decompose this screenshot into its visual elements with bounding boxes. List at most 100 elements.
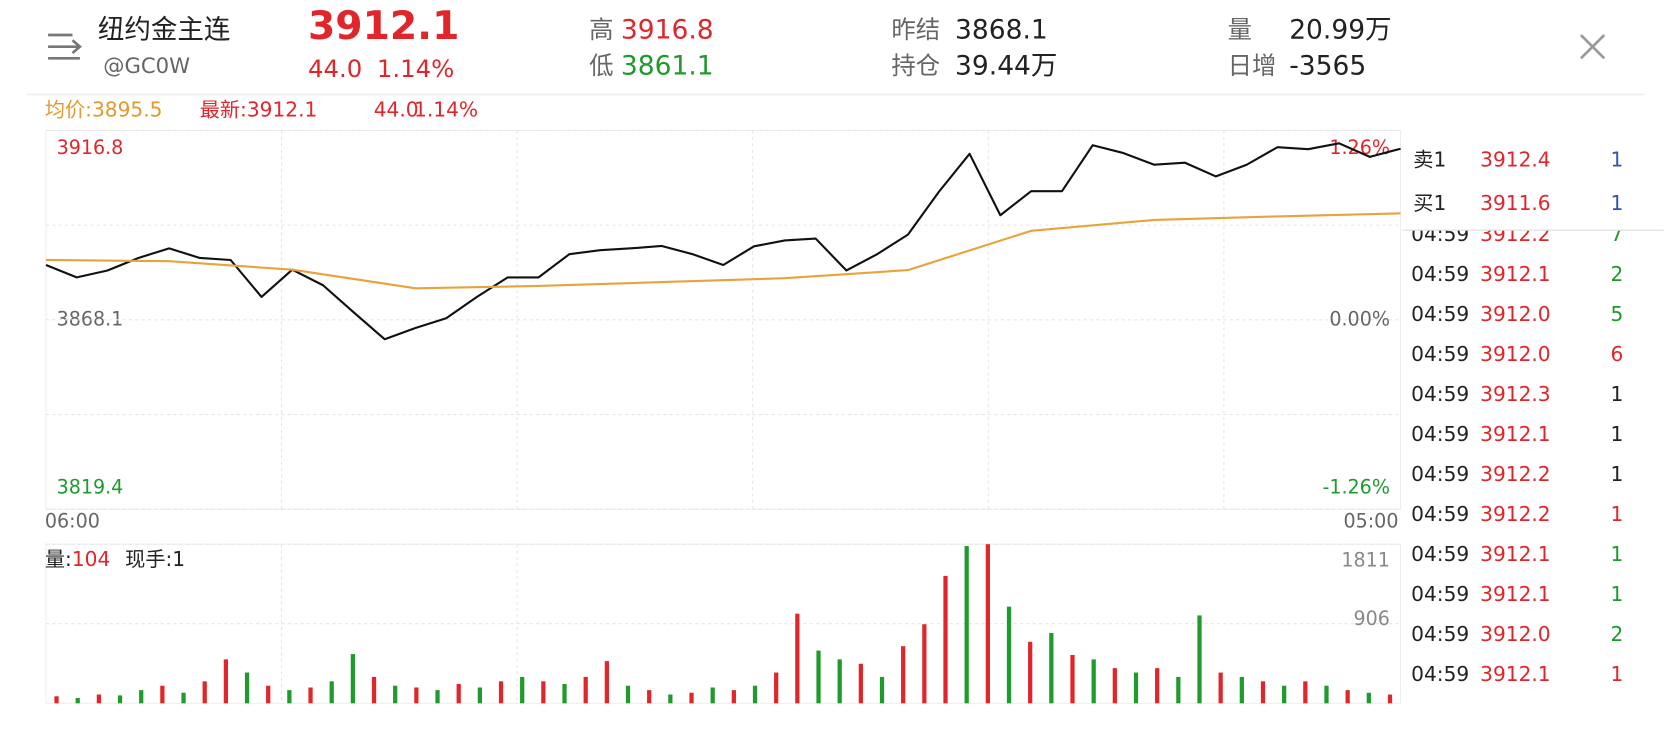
trade-price: 3912.0 [1480, 622, 1550, 646]
volume-bar [964, 546, 969, 704]
volume-bar [266, 685, 271, 704]
volume-bar [816, 650, 821, 704]
open-interest-label: 持仓 [891, 51, 940, 80]
volume-bar [1218, 672, 1223, 704]
volume-bar [668, 694, 673, 704]
oi-change-value: -3565 [1289, 50, 1366, 81]
avg-value: 3895.5 [92, 97, 162, 121]
trade-price: 3912.2 [1480, 502, 1550, 526]
volume-bar [1197, 615, 1202, 704]
trade-volume: 1 [1611, 462, 1624, 486]
volume-bar [393, 685, 398, 704]
close-button[interactable] [1579, 34, 1606, 60]
order-book-panel [1402, 135, 1664, 231]
trade-price: 3912.1 [1480, 262, 1550, 286]
y-tick-label: 3868.1 [57, 307, 124, 330]
volume-bar [96, 694, 101, 704]
trade-volume: 1 [1611, 422, 1624, 446]
last-price: 3912.1 [308, 4, 459, 49]
trade-price: 3912.1 [1480, 422, 1550, 446]
volume-bar [244, 672, 250, 704]
volume-bar [1006, 606, 1012, 704]
volume-bar [562, 683, 567, 704]
trade-time: 04:59 [1411, 302, 1469, 326]
instrument-name: 纽约金主连 [98, 14, 231, 45]
open-interest-value: 39.44万 [955, 50, 1057, 81]
trade-time: 04:59 [1411, 342, 1469, 366]
trade-volume: 1 [1611, 582, 1624, 606]
volume-bar [837, 659, 842, 704]
volume-bar [1091, 659, 1096, 704]
trade-time: 04:59 [1411, 542, 1469, 566]
volume-bar [625, 685, 631, 704]
menu-button[interactable] [48, 33, 82, 60]
volume-bar [223, 659, 228, 704]
trade-price: 3912.0 [1480, 302, 1550, 326]
order-volume: 1 [1611, 191, 1624, 215]
volume-bar [858, 663, 863, 704]
volume-bar [1155, 668, 1160, 704]
volume-bar [1112, 668, 1117, 704]
volume-bar [202, 681, 207, 704]
volume-bar [54, 696, 59, 704]
trade-volume: 1 [1611, 502, 1624, 526]
trade-time: 04:59 [1411, 422, 1469, 446]
y2-tick-label: -1.26% [1322, 475, 1390, 498]
volume-label: 量 [1228, 15, 1252, 44]
trade-volume: 1 [1611, 382, 1624, 406]
volume-bar [139, 690, 144, 704]
trade-price: 3912.1 [1480, 662, 1550, 686]
volume-bar [752, 685, 758, 704]
volume-bar [435, 690, 440, 704]
volume-bar [1282, 685, 1287, 704]
volume-bar [308, 687, 313, 704]
order-volume: 1 [1611, 148, 1624, 172]
trade-time: 04:59 [1411, 662, 1469, 686]
base-layer: 纽约金主连 @GC0W 3912.1 44.0 1.14% 高 3916.8 低… [26, 4, 1645, 704]
price-change: 44.0 [308, 54, 362, 83]
x-tick-label: 06:00 [45, 509, 100, 532]
latest-value: 3912.1 [247, 97, 317, 121]
volume-bar [604, 661, 609, 704]
price-line [45, 212, 1401, 290]
volume-bar [943, 575, 948, 704]
order-price: 3911.6 [1480, 191, 1550, 215]
high-label: 高 [589, 15, 613, 44]
volume-bar [498, 681, 504, 704]
trade-price: 3912.2 [1480, 462, 1550, 486]
trade-time: 04:59 [1411, 462, 1469, 486]
volume-bar [1176, 676, 1181, 704]
volume-bar [75, 698, 80, 704]
latest-change-pct: 1.14% [414, 97, 478, 121]
volume-bar [1303, 681, 1308, 704]
volume-bar [1366, 692, 1371, 704]
volume-info-value: 104 [72, 547, 110, 571]
high-value: 3916.8 [621, 14, 714, 45]
avg-label: 均价: [45, 97, 92, 121]
trade-time: 04:59 [1411, 262, 1469, 286]
trade-time: 04:59 [1411, 502, 1469, 526]
price-change-pct: 1.14% [377, 54, 454, 83]
trade-price: 3912.0 [1480, 342, 1550, 366]
x-tick-label: 05:00 [1343, 509, 1398, 532]
trade-volume: 6 [1611, 342, 1624, 366]
low-label: 低 [589, 51, 613, 80]
volume-bar [710, 687, 715, 704]
hand-label: 现手: [125, 547, 172, 571]
y2-tick-label: 1.26% [1329, 136, 1390, 159]
trade-time: 04:59 [1411, 622, 1469, 646]
volume-bar [1028, 641, 1033, 704]
volume-bar [1260, 681, 1266, 704]
volume-bar [985, 544, 990, 704]
volume-bar [1324, 685, 1329, 704]
volume-bar [1049, 633, 1054, 704]
volume-bar [583, 676, 588, 704]
volume-bar [414, 687, 419, 704]
trade-volume: 2 [1611, 622, 1624, 646]
volume-info-label: 量: [45, 547, 72, 571]
volume-bar [1387, 694, 1393, 704]
trade-volume: 2 [1611, 262, 1624, 286]
hand-value: 1 [172, 547, 185, 571]
